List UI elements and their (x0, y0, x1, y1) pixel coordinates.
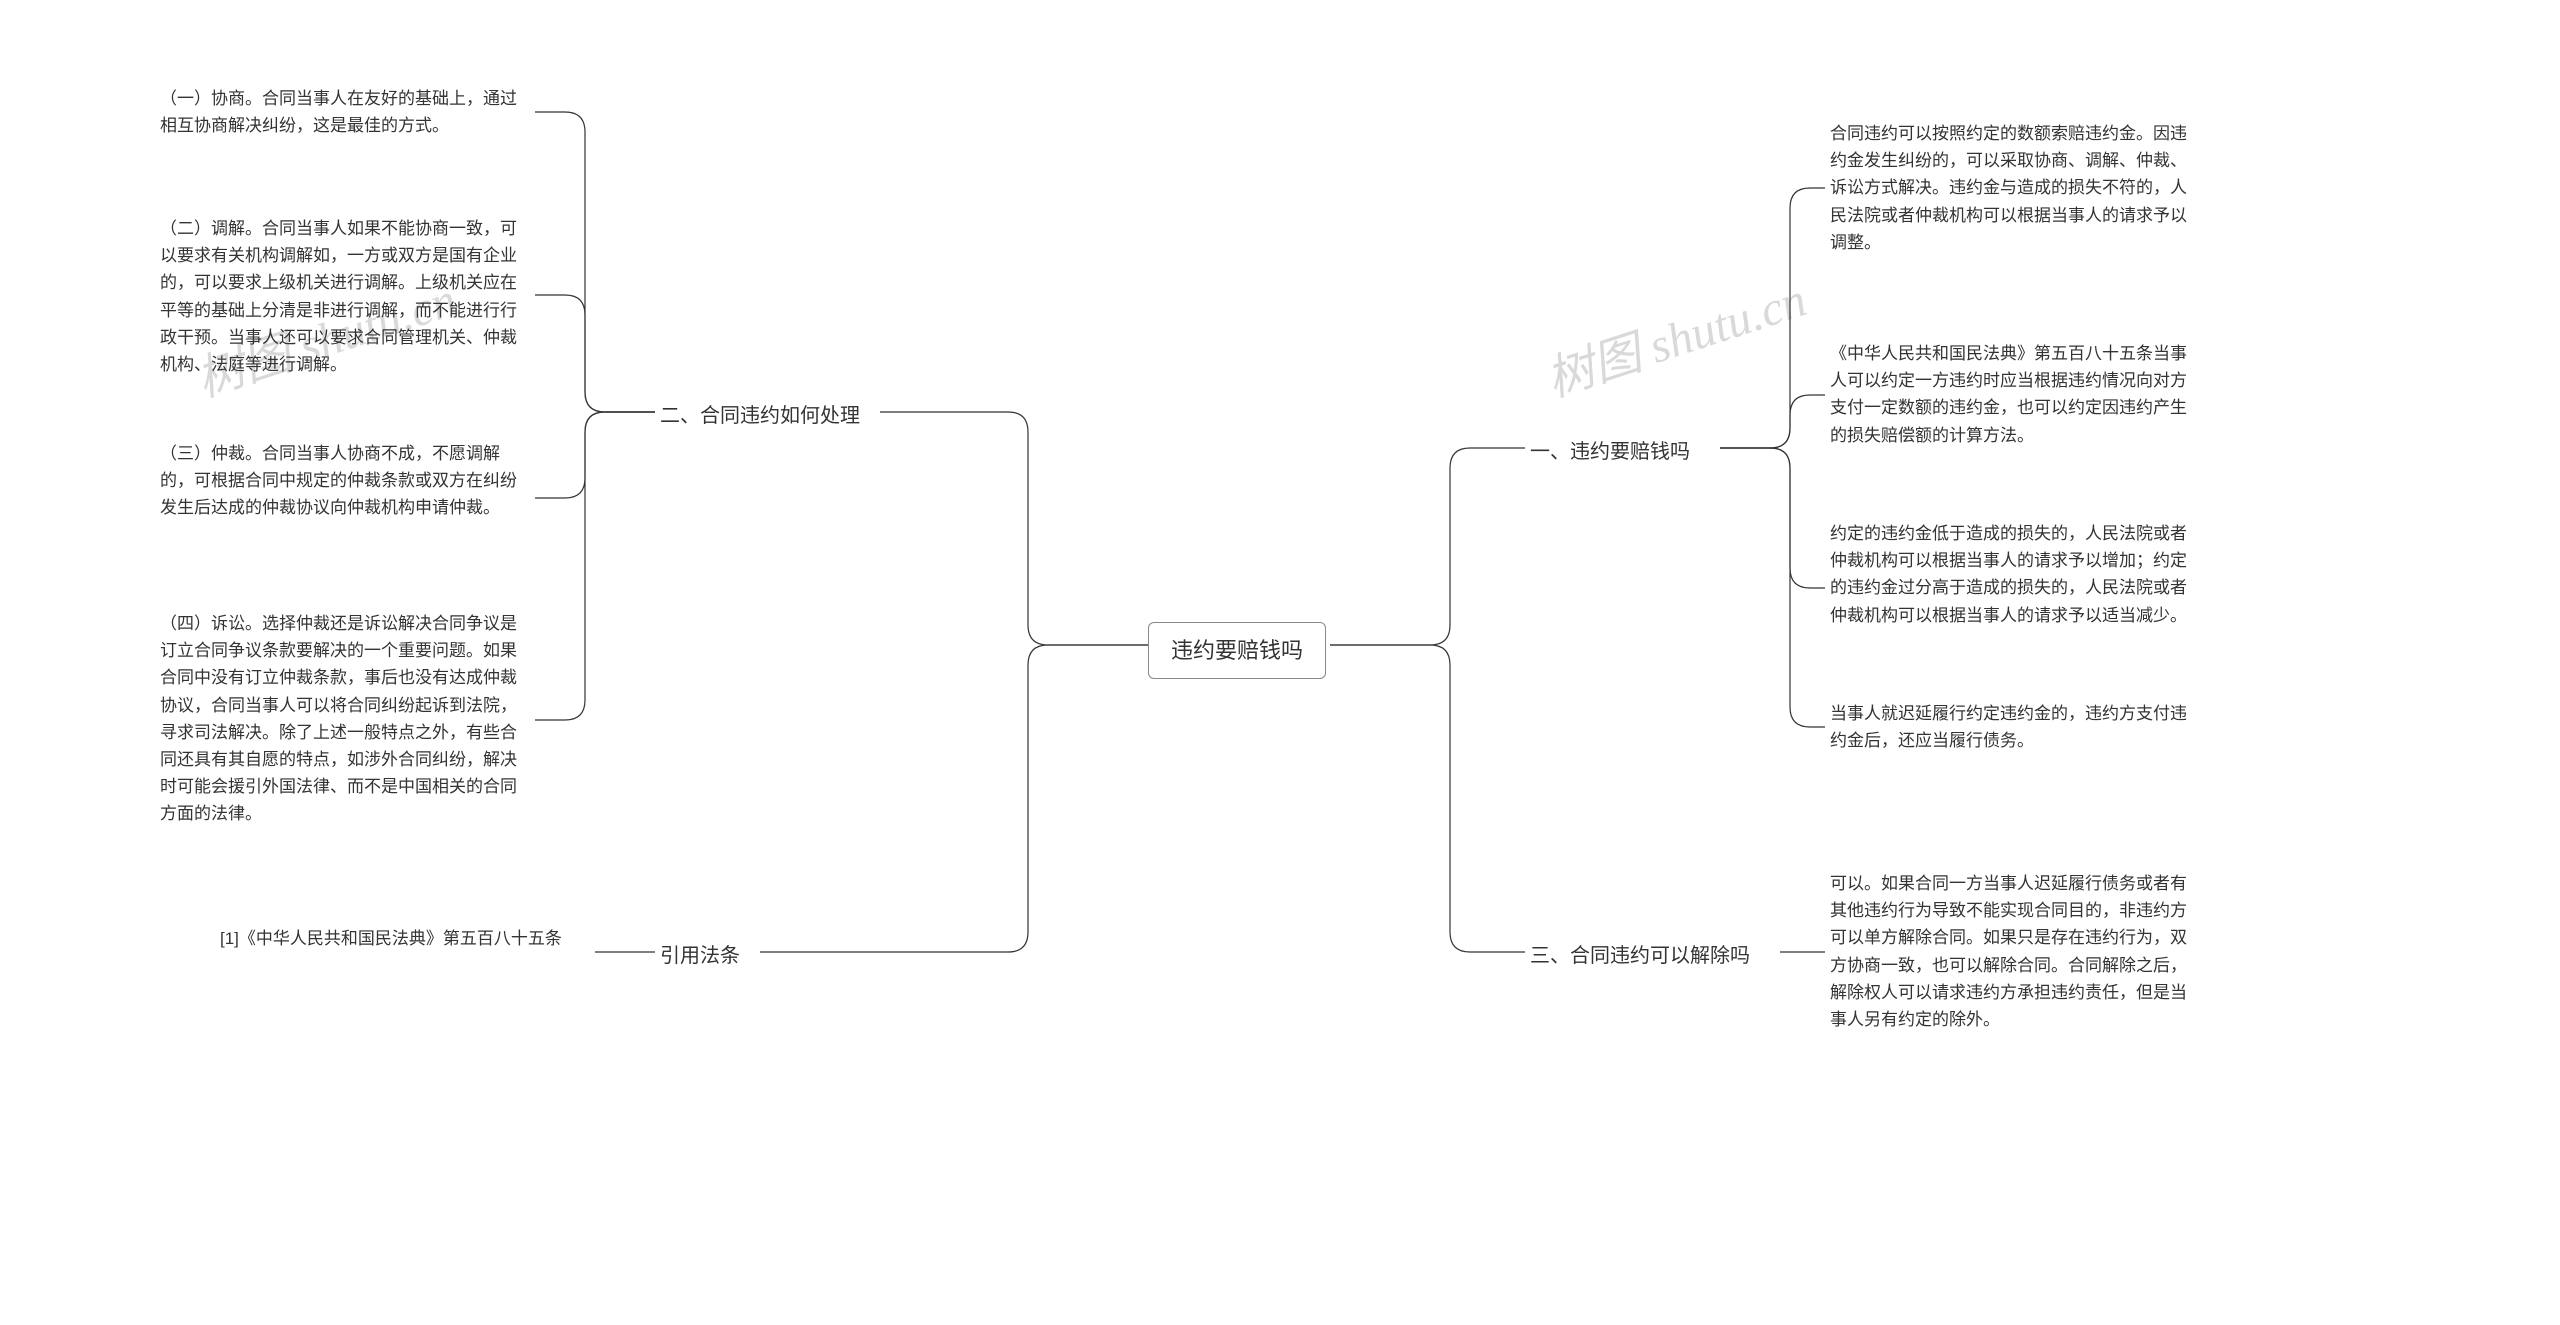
branch-r1: 一、违约要赔钱吗 (1530, 436, 1690, 468)
leaf-l1d: （四）诉讼。选择仲裁还是诉讼解决合同争议是订立合同争议条款要解决的一个重要问题。… (160, 610, 530, 828)
leaf-r1d: 当事人就迟延履行约定违约金的，违约方支付违约金后，还应当履行债务。 (1830, 700, 2200, 754)
branch-l1: 二、合同违约如何处理 (660, 400, 860, 432)
leaf-l1a: （一）协商。合同当事人在友好的基础上，通过相互协商解决纠纷，这是最佳的方式。 (160, 85, 530, 139)
watermark: 树图 shutu.cn (1536, 260, 1814, 410)
leaf-l2a: [1]《中华人民共和国民法典》第五百八十五条 (220, 925, 562, 952)
branch-l2: 引用法条 (660, 940, 740, 972)
leaf-r1c: 约定的违约金低于造成的损失的，人民法院或者仲裁机构可以根据当事人的请求予以增加；… (1830, 520, 2200, 629)
leaf-l1c: （三）仲裁。合同当事人协商不成，不愿调解的，可根据合同中规定的仲裁条款或双方在纠… (160, 440, 530, 522)
leaf-r2a: 可以。如果合同一方当事人迟延履行债务或者有其他违约行为导致不能实现合同目的，非违… (1830, 870, 2200, 1033)
leaf-l1b: （二）调解。合同当事人如果不能协商一致，可以要求有关机构调解如，一方或双方是国有… (160, 215, 530, 378)
root-node: 违约要赔钱吗 (1148, 622, 1326, 679)
leaf-r1a: 合同违约可以按照约定的数额索赔违约金。因违约金发生纠纷的，可以采取协商、调解、仲… (1830, 120, 2200, 256)
leaf-r1b: 《中华人民共和国民法典》第五百八十五条当事人可以约定一方违约时应当根据违约情况向… (1830, 340, 2200, 449)
branch-r2: 三、合同违约可以解除吗 (1530, 940, 1750, 972)
